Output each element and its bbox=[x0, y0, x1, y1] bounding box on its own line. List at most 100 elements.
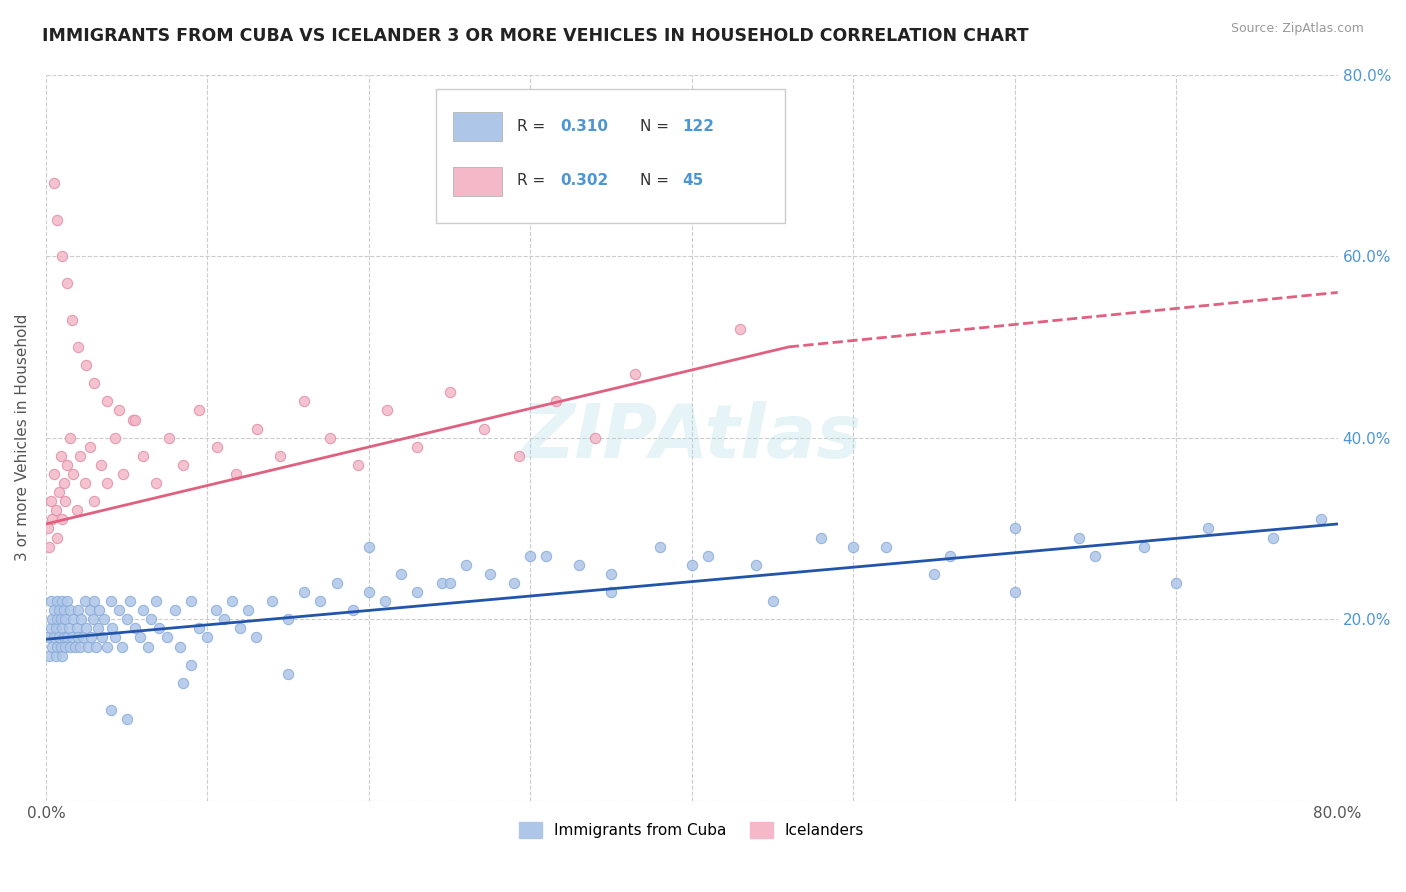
Point bbox=[83, 494, 105, 508]
Point bbox=[122, 412, 145, 426]
Point bbox=[48, 485, 70, 500]
Point bbox=[454, 558, 477, 572]
Point bbox=[89, 603, 111, 617]
Point bbox=[84, 640, 107, 654]
Text: R =: R = bbox=[517, 173, 551, 188]
FancyBboxPatch shape bbox=[453, 167, 502, 196]
Point bbox=[100, 703, 122, 717]
Point bbox=[75, 358, 97, 372]
Point bbox=[389, 566, 412, 581]
Point bbox=[59, 603, 82, 617]
Point bbox=[62, 612, 84, 626]
Point bbox=[1004, 585, 1026, 599]
Point bbox=[245, 631, 267, 645]
Point bbox=[58, 621, 80, 635]
Point bbox=[246, 422, 269, 436]
Point bbox=[79, 603, 101, 617]
Point bbox=[205, 440, 228, 454]
Point bbox=[56, 594, 79, 608]
Point bbox=[80, 631, 103, 645]
Point bbox=[1069, 531, 1091, 545]
Point bbox=[600, 585, 623, 599]
Point bbox=[139, 612, 162, 626]
Point bbox=[67, 340, 90, 354]
Point bbox=[124, 412, 146, 426]
Point bbox=[1166, 576, 1188, 591]
Point bbox=[53, 494, 76, 508]
Point bbox=[568, 558, 591, 572]
Point bbox=[37, 631, 59, 645]
Text: 0.310: 0.310 bbox=[560, 119, 607, 134]
Point bbox=[406, 585, 429, 599]
Point bbox=[148, 621, 170, 635]
Point bbox=[90, 458, 112, 472]
Point bbox=[42, 467, 65, 481]
Point bbox=[91, 631, 114, 645]
Point bbox=[51, 621, 73, 635]
Text: R =: R = bbox=[517, 119, 551, 134]
Point bbox=[761, 594, 783, 608]
Point bbox=[39, 594, 62, 608]
Text: IMMIGRANTS FROM CUBA VS ICELANDER 3 OR MORE VEHICLES IN HOUSEHOLD CORRELATION CH: IMMIGRANTS FROM CUBA VS ICELANDER 3 OR M… bbox=[42, 27, 1029, 45]
Point bbox=[96, 640, 118, 654]
Point bbox=[430, 576, 453, 591]
Point bbox=[375, 403, 398, 417]
FancyBboxPatch shape bbox=[436, 89, 785, 223]
Point bbox=[56, 458, 79, 472]
Point bbox=[260, 594, 283, 608]
Point bbox=[41, 612, 63, 626]
Point bbox=[52, 603, 75, 617]
Point bbox=[145, 594, 167, 608]
Point bbox=[204, 603, 226, 617]
Point bbox=[277, 666, 299, 681]
Point bbox=[292, 394, 315, 409]
Point bbox=[536, 549, 558, 563]
Text: N =: N = bbox=[640, 119, 673, 134]
Point bbox=[51, 594, 73, 608]
Point bbox=[115, 712, 138, 726]
Point bbox=[66, 503, 89, 517]
Point bbox=[83, 594, 105, 608]
Point bbox=[59, 431, 82, 445]
Point bbox=[325, 576, 347, 591]
Point bbox=[439, 576, 461, 591]
Point bbox=[38, 540, 60, 554]
Point bbox=[697, 549, 720, 563]
Point bbox=[157, 431, 180, 445]
Point bbox=[46, 612, 69, 626]
Point bbox=[52, 631, 75, 645]
Text: N =: N = bbox=[640, 173, 673, 188]
Point bbox=[73, 594, 96, 608]
Point bbox=[59, 640, 82, 654]
Point bbox=[172, 676, 194, 690]
Point bbox=[132, 449, 155, 463]
Point bbox=[875, 540, 897, 554]
Point bbox=[136, 640, 159, 654]
Point bbox=[77, 640, 100, 654]
Point bbox=[180, 657, 202, 672]
Point bbox=[83, 376, 105, 391]
Point bbox=[46, 594, 69, 608]
Point bbox=[37, 521, 59, 535]
Point bbox=[49, 612, 72, 626]
Point bbox=[96, 476, 118, 491]
Point bbox=[67, 603, 90, 617]
Point bbox=[128, 631, 150, 645]
Point bbox=[842, 540, 865, 554]
Point bbox=[728, 322, 751, 336]
Point bbox=[1133, 540, 1156, 554]
Point bbox=[342, 603, 364, 617]
Point bbox=[70, 612, 93, 626]
Point bbox=[1004, 521, 1026, 535]
Point bbox=[145, 476, 167, 491]
Point bbox=[63, 640, 86, 654]
Point bbox=[48, 603, 70, 617]
Point bbox=[180, 594, 202, 608]
Point bbox=[472, 422, 495, 436]
Point bbox=[39, 494, 62, 508]
Point bbox=[73, 476, 96, 491]
Point bbox=[292, 585, 315, 599]
Point bbox=[169, 640, 191, 654]
Point bbox=[648, 540, 671, 554]
Point bbox=[212, 612, 235, 626]
